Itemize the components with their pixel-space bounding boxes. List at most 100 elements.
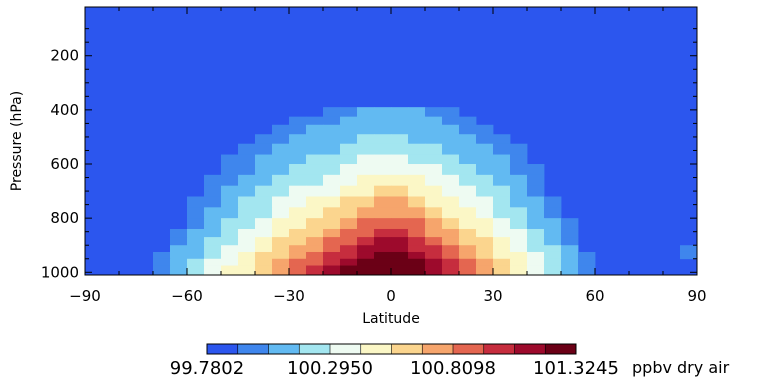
- heatmap-cell: [153, 265, 171, 276]
- heatmap-cell: [357, 143, 375, 155]
- heatmap-cell: [272, 143, 290, 155]
- y-tick-label: 600: [50, 155, 79, 173]
- heatmap-cell: [544, 258, 562, 266]
- x-tick-label: 90: [687, 287, 706, 305]
- heatmap-cell: [255, 228, 273, 238]
- heatmap-cell: [442, 134, 460, 145]
- heatmap-cell: [374, 237, 392, 246]
- heatmap-cell: [408, 228, 426, 238]
- heatmap-cell: [306, 228, 324, 238]
- heatmap-cell: [442, 124, 460, 135]
- heatmap-cell: [289, 116, 307, 126]
- heatmap-cell: [510, 245, 528, 253]
- heatmap-cell: [425, 116, 443, 126]
- x-tick-label: −30: [273, 287, 305, 305]
- heatmap-cell: [391, 134, 409, 145]
- heatmap-cell: [408, 207, 426, 219]
- heatmap-cell: [357, 237, 375, 246]
- heatmap-cell: [408, 164, 426, 176]
- heatmap-cell: [408, 116, 426, 126]
- heatmap-cell: [153, 258, 171, 266]
- colorbar: [206, 343, 577, 355]
- heatmap-cell: [425, 228, 443, 238]
- heatmap-cell: [442, 185, 460, 197]
- heatmap-cell: [476, 228, 494, 238]
- heatmap-cell: [204, 196, 222, 208]
- heatmap-cell: [408, 107, 426, 118]
- heatmap-cell: [289, 124, 307, 135]
- heatmap-cell: [238, 143, 256, 155]
- heatmap-cell: [391, 237, 409, 246]
- heatmap-cell: [340, 251, 358, 260]
- heatmap-cell: [357, 265, 375, 276]
- heatmap-cell: [425, 245, 443, 253]
- heatmap-cell: [493, 154, 511, 165]
- heatmap-cell: [204, 218, 222, 230]
- heatmap-cell: [442, 207, 460, 219]
- heatmap-cell: [323, 134, 341, 145]
- heatmap-cell: [204, 185, 222, 197]
- heatmap-cell: [510, 174, 528, 187]
- heatmap-cell: [408, 251, 426, 260]
- heatmap-cell: [272, 154, 290, 165]
- heatmap-cell: [221, 218, 239, 230]
- heatmap-cell: [544, 196, 562, 208]
- heatmap-cell: [459, 245, 477, 253]
- colorbar-swatch: [330, 344, 362, 354]
- heatmap-cell: [170, 237, 188, 246]
- heatmap-cell: [340, 164, 358, 176]
- heatmap-cell: [561, 228, 579, 238]
- heatmap-cell: [170, 228, 188, 238]
- heatmap-cell: [255, 185, 273, 197]
- heatmap-cell: [493, 134, 511, 145]
- colorbar-swatch: [207, 344, 239, 354]
- heatmap-cell: [272, 251, 290, 260]
- heatmap-cell: [289, 143, 307, 155]
- heatmap-cell: [408, 143, 426, 155]
- heatmap-cell: [391, 116, 409, 126]
- heatmap-cell: [187, 245, 205, 253]
- heatmap-cell: [187, 228, 205, 238]
- heatmap-cell: [374, 107, 392, 118]
- heatmap-cell: [510, 258, 528, 266]
- heatmap-cell: [476, 207, 494, 219]
- heatmap-cell: [272, 237, 290, 246]
- heatmap-cell: [170, 258, 188, 266]
- heatmap-cell: [680, 251, 698, 260]
- x-tick-label: 30: [483, 287, 502, 305]
- heatmap-cell: [238, 258, 256, 266]
- heatmap-cell: [476, 164, 494, 176]
- colorbar-swatch: [391, 344, 423, 354]
- heatmap-cell: [238, 218, 256, 230]
- heatmap-cell: [255, 134, 273, 145]
- heatmap-cell: [306, 245, 324, 253]
- heatmap-cell: [493, 174, 511, 187]
- heatmap-cell: [357, 116, 375, 126]
- heatmap-cell: [272, 265, 290, 276]
- heatmap-cell: [391, 124, 409, 135]
- heatmap-cell: [238, 245, 256, 253]
- heatmap-cell: [340, 185, 358, 197]
- heatmap-cell: [459, 185, 477, 197]
- heatmap-cell: [544, 265, 562, 276]
- heatmap-cell: [306, 196, 324, 208]
- heatmap-cell: [493, 218, 511, 230]
- colorbar-tick-label: 101.3245: [533, 358, 619, 379]
- heatmap-cell: [238, 154, 256, 165]
- heatmap-cell: [493, 251, 511, 260]
- heatmap-cell: [289, 134, 307, 145]
- heatmap-cell: [238, 196, 256, 208]
- x-axis: −90 −60 −30 0 30 60 90: [69, 7, 707, 305]
- heatmap-cell: [476, 196, 494, 208]
- heatmap-cell: [272, 258, 290, 266]
- heatmap-cell: [357, 228, 375, 238]
- heatmap-cell: [459, 164, 477, 176]
- heatmap-cell: [476, 185, 494, 197]
- x-tick-label: 0: [386, 287, 396, 305]
- heatmap-cell: [476, 265, 494, 276]
- heatmap-cell: [408, 237, 426, 246]
- heatmap-cell: [425, 185, 443, 197]
- heatmap-cell: [425, 237, 443, 246]
- heatmap-cell: [527, 207, 545, 219]
- colorbar-swatch: [514, 344, 546, 354]
